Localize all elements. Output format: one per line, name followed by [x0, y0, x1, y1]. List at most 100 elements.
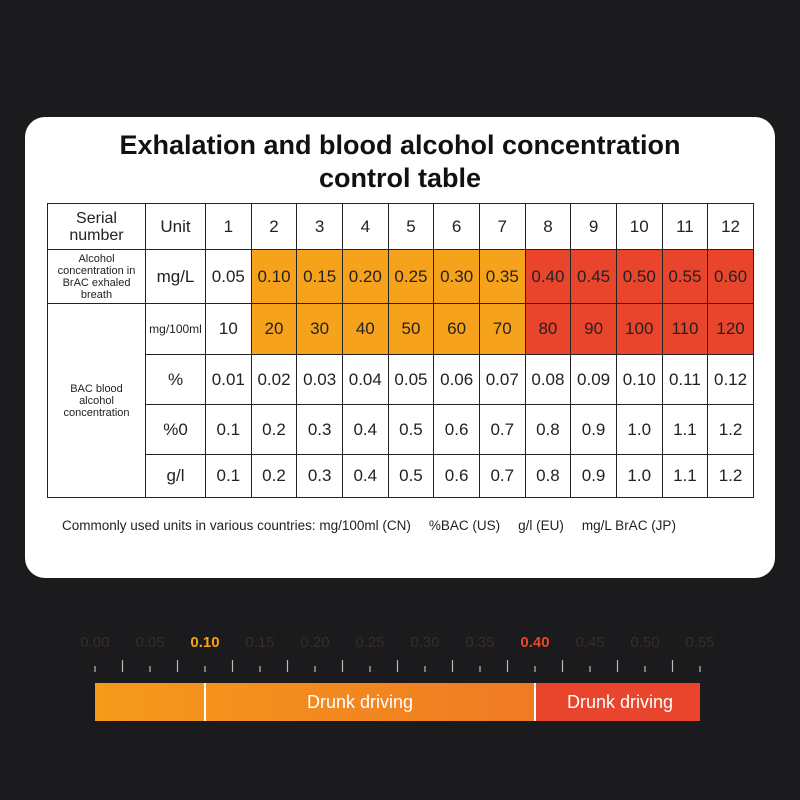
scale-label: 0.55: [685, 634, 714, 651]
value-cell: 0.15: [296, 249, 343, 304]
scale: 0.55 0.50 0.45 0.40 0.35 0.30 0.25 0.20 0.15 0.10…: [80, 634, 715, 721]
header-cell: 9: [570, 203, 617, 250]
value-cell: 0.08: [524, 354, 572, 405]
value-cell: 0.4: [341, 404, 389, 455]
value-cell: 0.1: [205, 404, 252, 455]
header-cell: 4: [341, 203, 389, 250]
value-cell: 0.6: [433, 404, 480, 455]
header-cell: 2: [250, 203, 298, 250]
scale-label: 0.25: [355, 634, 384, 651]
value-cell: 120: [707, 303, 754, 355]
value-cell: 0.40: [524, 249, 572, 304]
value-cell: 10: [205, 303, 252, 355]
scale-label: 0.45: [575, 634, 604, 651]
value-cell: 0.02: [250, 354, 298, 405]
band-label: Drunk driving: [307, 692, 413, 712]
header-cell: 7: [478, 203, 526, 250]
value-cell: 0.1: [205, 454, 252, 498]
header-cell: 12: [707, 203, 754, 250]
value-cell: 50: [387, 303, 435, 355]
value-cell: 0.20: [341, 249, 389, 304]
data-row: Alcohol concentration in BrAC exhaled br…: [47, 249, 754, 304]
header-cell: 8: [524, 203, 572, 250]
value-cell: 0.8: [524, 404, 572, 455]
scale-label: 0.30: [410, 634, 439, 651]
value-cell: 0.11: [661, 354, 709, 405]
value-cell: 0.04: [341, 354, 389, 405]
value-cell: 0.9: [570, 454, 617, 498]
title: Exhalation and blood alcohol concentrati…: [119, 130, 681, 193]
scale-label: 0.50: [630, 634, 659, 651]
table-body: Serial number Unit 1 2 3 4 5 6 7 8 9 10 11 12 Alcohol …: [47, 203, 754, 498]
value-cell: 0.5: [387, 404, 435, 455]
scale-label: 0.10: [190, 634, 219, 651]
scale-label: 0.35: [465, 634, 494, 651]
value-cell: 0.6: [433, 454, 480, 498]
group-label: BAC blood alcohol concentration: [47, 303, 146, 498]
value-cell: 70: [478, 303, 526, 355]
scale-label: 0.00: [80, 634, 109, 651]
header-cell: Serial number: [47, 203, 146, 250]
scale-label: 0.40: [520, 634, 549, 651]
value-cell: 40: [341, 303, 389, 355]
value-cell: 0.4: [341, 454, 389, 498]
value-cell: 0.09: [570, 354, 617, 405]
data-row: % 0.01 0.02 0.03 0.04 0.05 0.06 0.07 0.08 0.09 0.1…: [48, 354, 754, 405]
value-cell: 1.0: [615, 404, 663, 455]
footnote-item: %BAC (US): [428, 518, 501, 533]
value-cell: 0.9: [570, 404, 617, 455]
header-cell: 1: [205, 203, 252, 250]
data-row: BAC blood alcohol concentration mg/100ml 1…: [47, 303, 754, 498]
value-cell: 0.5: [387, 454, 435, 498]
value-cell: 0.3: [296, 454, 343, 498]
data-row: g/l 0.1 0.2 0.3 0.4 0.5 0.6 0.7 0.8 0.9 1.0 1.1 1.2: [48, 454, 754, 498]
unit-cell: mg/100ml: [145, 303, 206, 355]
header-cell: 6: [433, 203, 480, 250]
value-cell: 0.10: [250, 249, 298, 304]
value-cell: 0.55: [661, 249, 709, 304]
value-cell: 0.45: [570, 249, 617, 304]
value-cell: 30: [296, 303, 343, 355]
group-label: Alcohol concentration in BrAC exhaled br…: [47, 249, 146, 304]
value-cell: 80: [524, 303, 572, 355]
value-cell: 0.06: [433, 354, 480, 405]
value-cell: 0.7: [478, 454, 526, 498]
value-cell: 1.0: [615, 454, 663, 498]
value-cell: 0.3: [296, 404, 343, 455]
value-cell: 0.50: [615, 249, 663, 304]
footnote: Commonly used units in various countries…: [62, 518, 694, 533]
header-cell: 5: [387, 203, 435, 250]
value-cell: 0.8: [524, 454, 572, 498]
header-row: Serial number Unit 1 2 3 4 5 6 7 8 9 10 11 12: [47, 203, 754, 250]
header-cell: 3: [296, 203, 343, 250]
value-cell: 20: [250, 303, 298, 355]
scale-label: 0.15: [245, 634, 274, 651]
card: Exhalation and blood alcohol concentrati…: [25, 117, 775, 578]
value-cell: 1.1: [661, 454, 709, 498]
value-cell: 0.7: [478, 404, 526, 455]
value-cell: 0.01: [205, 354, 252, 405]
scale-label: 0.20: [300, 634, 329, 651]
value-cell: 0.25: [387, 249, 435, 304]
unit-cell: %0: [145, 404, 206, 455]
unit-cell: g/l: [145, 454, 206, 498]
footnote-item: mg/L BrAC (JP): [581, 518, 676, 533]
band-red: [535, 683, 700, 721]
value-cell: 0.30: [433, 249, 480, 304]
footnote-item: g/l (EU): [518, 518, 564, 533]
header-cell: 11: [661, 203, 709, 250]
value-cell: 100: [615, 303, 663, 355]
value-cell: 110: [661, 303, 709, 355]
value-cell: 0.10: [615, 354, 663, 405]
value-cell: 1.1: [661, 404, 709, 455]
band-label: Drunk driving: [567, 692, 673, 712]
table: Serial number Unit 1 2 3 4 5 6 7 8 9 10 11 12 Alcohol …: [47, 203, 754, 498]
band-orange: [95, 683, 535, 721]
value-cell: 0.05: [205, 249, 252, 304]
value-cell: 0.60: [707, 249, 754, 304]
value-cell: 1.2: [707, 404, 754, 455]
value-cell: 0.2: [250, 454, 298, 498]
header-cell: 10: [615, 203, 663, 250]
header-cell: Unit: [145, 203, 206, 250]
